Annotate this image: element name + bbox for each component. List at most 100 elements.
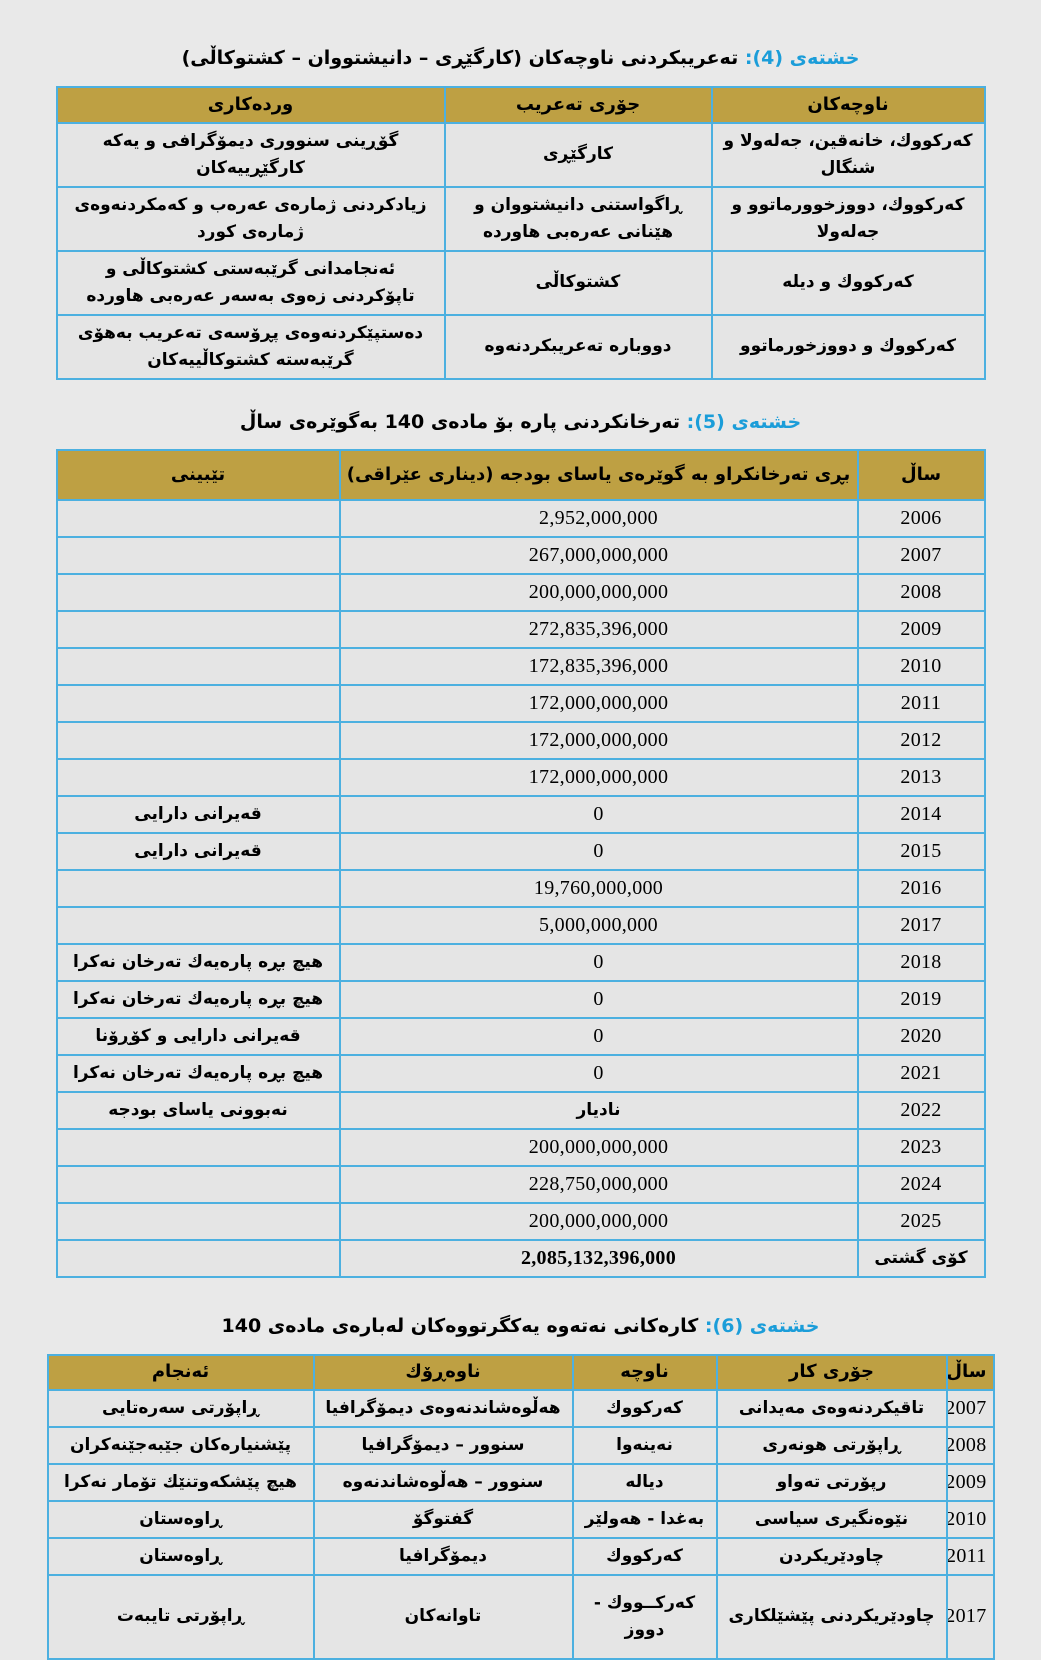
table4-cell: کەرکووك و دیلە [710, 249, 986, 316]
table5-cell [55, 721, 341, 760]
table6-row: 2010 نێوەنگیری سیاسی بەغدا - هەولێر گفتوگۆ ڕ… [46, 1499, 995, 1539]
table5-cell: 200,000,000,000 [338, 1128, 859, 1167]
table5-cell: 2019 [856, 980, 986, 1019]
table5-cell [55, 647, 341, 686]
table5-cell: 0 [338, 1054, 859, 1093]
table5-cell: 2024 [856, 1165, 986, 1204]
table6-title-label: خشتەی (6): [704, 1315, 820, 1337]
table6-cell: تاقیکردنەوەی مەیدانی [715, 1388, 948, 1428]
table5-cell: نادیار [338, 1091, 859, 1130]
table5-cell: 0 [338, 1017, 859, 1056]
table5-row: 2007 267,000,000,000 [55, 536, 986, 575]
table5-cell: 172,000,000,000 [338, 684, 859, 723]
table5-cell: هیچ بڕە پارەیەك تەرخان نەکرا [55, 980, 341, 1019]
table5-cell: 267,000,000,000 [338, 536, 859, 575]
table5-cell: 2011 [856, 684, 986, 723]
table5-cell: 2007 [856, 536, 986, 575]
table4-arabization-of-areas: ناوچەکان جۆری تەعریب وردەکاری کەرکووك، خ… [55, 85, 986, 380]
table6-cell: کەرکووك [571, 1536, 718, 1576]
table6-cell: چاودێریکردن [715, 1536, 948, 1576]
table6-cell: هەڵوەشاندنەوەی دیمۆگرافیا [312, 1388, 574, 1428]
table6-header-result: ئەنجام [46, 1353, 315, 1391]
table4-cell: کەرکووك، خانەقین، جەلەولا و شنگال [710, 121, 986, 188]
table6-cell: سنوور – دیمۆگرافیا [312, 1425, 574, 1465]
table5-cell: 2010 [856, 647, 986, 686]
table5-cell: نەبوونی یاسای بودجە [55, 1091, 341, 1130]
table5-row: 2011 172,000,000,000 [55, 684, 986, 723]
table6-cell: ڕاپۆرتی تایبەت [46, 1573, 315, 1660]
table5-cell: 200,000,000,000 [338, 573, 859, 612]
table6-row: 2011 چاودێریکردن کەرکووك دیمۆگرافیا ڕاوەستان [46, 1536, 995, 1576]
table5-cell [55, 906, 341, 945]
table5-title: خشتەی (5): تەرخانکردنی پارە بۆ مادەی 140… [0, 380, 1041, 437]
table4-row: کەرکووك، دووزخوورماتوو و جەلەولا ڕاگواستن… [55, 185, 986, 252]
table5-cell: 272,835,396,000 [338, 610, 859, 649]
table6-cell: دیالە [571, 1462, 718, 1502]
table6-cell: نێوەنگیری سیاسی [715, 1499, 948, 1539]
table5-header-amount: بڕی تەرخانکراو بە گوێرەی یاسای بودجە (دی… [338, 449, 859, 501]
table4-title: خشتەی (4): تەعریبکردنی ناوچەکان (کارگێڕی… [0, 0, 1041, 73]
table5-cell: 0 [338, 832, 859, 871]
table5-row: 2020 0 قەیرانی دارایی و کۆڕۆنا [55, 1017, 986, 1056]
table6-cell: نەینەوا [571, 1425, 718, 1465]
table5-cell: 172,835,396,000 [338, 647, 859, 686]
table6-header-content: ناوەڕۆك [312, 1353, 574, 1391]
table4-header-row: ناوچەکان جۆری تەعریب وردەکاری [55, 85, 986, 124]
table5-cell: 2016 [856, 869, 986, 908]
table5-cell [55, 573, 341, 612]
table5-row: 2024 228,750,000,000 [55, 1165, 986, 1204]
table5-cell [55, 1165, 341, 1204]
table5-cell: قەیرانی دارایی [55, 832, 341, 871]
table4-cell: ئەنجامدانی گرێبەستی کشتوکاڵی و تاپۆکردنی… [55, 249, 446, 316]
table6-cell: ڕاپۆرتی سەرەتایی [46, 1388, 315, 1428]
table5-row: 2013 172,000,000,000 [55, 758, 986, 797]
table4-cell: کارگێڕی [443, 121, 713, 188]
table5-cell: 19,760,000,000 [338, 869, 859, 908]
table5-row: 2016 19,760,000,000 [55, 869, 986, 908]
table5-title-label: خشتەی (5): [686, 410, 802, 433]
table5-row: 2015 0 قەیرانی دارایی [55, 832, 986, 871]
table6-header-year: ساڵ [945, 1353, 995, 1391]
table5-cell [55, 1202, 341, 1241]
table5-cell: 2020 [856, 1017, 986, 1056]
table5-row: 2019 0 هیچ بڕە پارەیەك تەرخان نەکرا [55, 980, 986, 1019]
table6-title: خشتەی (6): کارەکانی نەتەوە یەکگرتووەکان … [0, 1278, 1041, 1341]
table5-cell: 2022 [856, 1091, 986, 1130]
table5-cell: 2012 [856, 721, 986, 760]
table5-header-year: ساڵ [856, 449, 986, 501]
table5-total-value: 2,085,132,396,000 [338, 1239, 859, 1278]
table5-cell: 172,000,000,000 [338, 721, 859, 760]
table5-total-row: کۆی گشتی 2,085,132,396,000 [55, 1239, 986, 1278]
table4-row: کەرکووك و دیلە کشتوکاڵی ئەنجامدانی گرێبەست… [55, 249, 986, 316]
table6-cell: ڕاپۆرتی هونەری [715, 1425, 948, 1465]
table6-cell: 2017 [945, 1573, 995, 1660]
table5-cell: قەیرانی دارایی [55, 795, 341, 834]
table5-row: 2022 نادیار نەبوونی یاسای بودجە [55, 1091, 986, 1130]
table6-cell: تاوانەکان [312, 1573, 574, 1660]
table5-cell: 2,952,000,000 [338, 499, 859, 538]
table6-cell: پێشنیارەکان جێبەجێنەکران [46, 1425, 315, 1465]
table6-cell: رپۆرتی تەواو [715, 1462, 948, 1502]
table5-cell: قەیرانی دارایی و کۆڕۆنا [55, 1017, 341, 1056]
table4-cell: زیادکردنی ژمارەی عەرەب و کەمکردنەوەی ژما… [55, 185, 446, 252]
table5-total-label: کۆی گشتی [856, 1239, 986, 1278]
table5-cell [55, 684, 341, 723]
table5-cell: 5,000,000,000 [338, 906, 859, 945]
table5-row: 2012 172,000,000,000 [55, 721, 986, 760]
table5-total-note [55, 1239, 341, 1278]
table6-header-work-type: جۆری کار [715, 1353, 948, 1391]
table5-cell: 2025 [856, 1202, 986, 1241]
table5-cell [55, 1128, 341, 1167]
table4-cell: گۆڕینی سنووری دیمۆگرافی و یەکە کارگێڕییە… [55, 121, 446, 188]
table5-row: 2017 5,000,000,000 [55, 906, 986, 945]
table5-cell: 0 [338, 795, 859, 834]
table5-cell: 2021 [856, 1054, 986, 1093]
table6-un-works-article140: ساڵ جۆری کار ناوچە ناوەڕۆك ئەنجام 2007 تا… [46, 1353, 995, 1660]
table4-header-arabization-type: جۆری تەعریب [443, 85, 713, 124]
table5-row: 2008 200,000,000,000 [55, 573, 986, 612]
table4-cell: ڕاگواستنی دانیشتووان و هێنانی عەرەبی هاو… [443, 185, 713, 252]
table5-cell: 2006 [856, 499, 986, 538]
table5-row: 2021 0 هیچ بڕە پارەیەك تەرخان نەکرا [55, 1054, 986, 1093]
table4-cell: کشتوکاڵی [443, 249, 713, 316]
